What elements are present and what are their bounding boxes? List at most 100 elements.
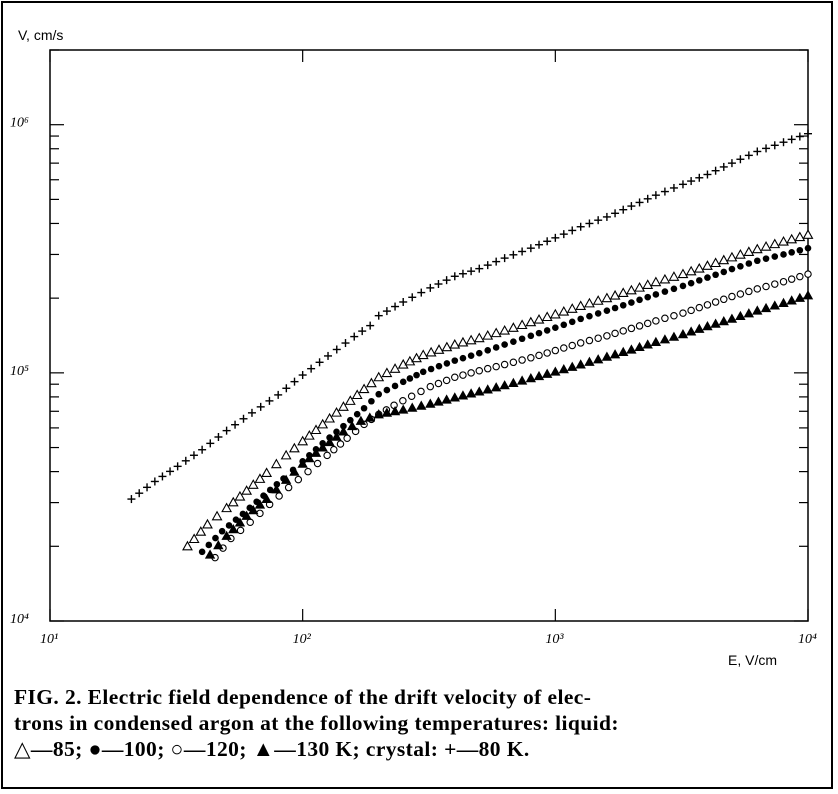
series-1-point xyxy=(525,316,537,327)
series-0-point xyxy=(779,138,788,147)
series-2-point xyxy=(780,251,787,258)
series-4-point xyxy=(592,354,604,364)
series-3-point xyxy=(568,341,576,350)
series-4-point xyxy=(271,484,282,494)
series-3-point xyxy=(736,290,745,298)
series-4-point xyxy=(694,323,705,333)
series-1-point xyxy=(617,287,629,298)
series-4-point xyxy=(355,415,367,425)
series-3-point xyxy=(728,292,736,301)
series-4-point xyxy=(668,331,680,341)
series-4-point xyxy=(710,318,721,328)
series-0-point xyxy=(711,166,720,175)
series-2-point xyxy=(467,352,475,359)
series-2-point xyxy=(273,480,281,488)
series-1-point xyxy=(702,260,713,270)
series-4-point xyxy=(241,510,252,520)
series-4-point xyxy=(310,447,322,457)
series-0-point xyxy=(408,293,417,302)
series-2-point xyxy=(695,277,703,284)
series-4-point xyxy=(642,339,653,349)
series-3-point xyxy=(635,322,644,330)
series-2-point xyxy=(737,262,744,270)
series-4-point xyxy=(735,310,746,321)
series-2-point xyxy=(212,534,219,542)
series-0-point xyxy=(166,467,175,476)
series-4-point xyxy=(324,436,335,447)
series-3-point xyxy=(585,336,594,345)
series-2-point xyxy=(198,548,206,556)
series-4-point xyxy=(677,328,689,339)
series-0-point xyxy=(382,307,391,316)
series-4-point xyxy=(525,373,537,383)
series-1-point xyxy=(331,407,342,417)
series-2-point xyxy=(218,527,226,535)
series-0-point xyxy=(231,420,240,429)
series-4-point xyxy=(381,407,393,417)
series-0-point xyxy=(660,187,669,196)
series-0-point xyxy=(239,414,248,423)
series-2-point xyxy=(603,307,611,315)
series-0-point xyxy=(526,244,535,253)
series-2-point xyxy=(586,312,593,320)
caption-line-3: △—85; ●—100; ○—120; ▲—130 K; crystal: +—… xyxy=(14,737,530,761)
series-4-point xyxy=(297,458,308,468)
series-4-point xyxy=(304,453,315,463)
series-4-point xyxy=(221,530,232,540)
series-1-point xyxy=(449,338,461,349)
series-0-point xyxy=(135,489,144,498)
series-1-point xyxy=(241,485,253,495)
series-1-point xyxy=(516,319,528,330)
series-4-point xyxy=(254,499,266,509)
series-4-point xyxy=(364,412,375,422)
series-3-point xyxy=(426,382,435,391)
series-1-point xyxy=(261,467,273,478)
series-3-point xyxy=(670,311,678,320)
series-3-point xyxy=(753,285,762,293)
series-2-point xyxy=(712,271,719,279)
series-3-point xyxy=(627,324,636,333)
series-2-point xyxy=(413,371,420,379)
series-3-point xyxy=(304,467,312,476)
series-0-point xyxy=(795,132,804,141)
series-0-point xyxy=(399,297,408,306)
series-3-point xyxy=(399,397,407,405)
series-1-point xyxy=(592,295,604,305)
series-1-point xyxy=(317,418,329,429)
series-3-point xyxy=(467,369,475,377)
series-1-point xyxy=(280,449,292,460)
series-4-point xyxy=(317,442,328,452)
series-3-point xyxy=(442,376,451,385)
series-0-point xyxy=(298,371,307,380)
series-1-point xyxy=(202,518,213,529)
series-1-point xyxy=(254,473,266,483)
series-3-point xyxy=(779,277,788,286)
series-2-point xyxy=(443,360,451,367)
series-1-point xyxy=(794,231,806,242)
series-4-point xyxy=(702,321,713,331)
series-4-point xyxy=(490,382,502,392)
series-1-point xyxy=(490,327,502,338)
series-3-point xyxy=(527,354,535,362)
series-3-point xyxy=(543,349,551,357)
series-1-point xyxy=(668,271,680,281)
series-0-point xyxy=(627,202,636,211)
series-3-point xyxy=(535,351,543,360)
series-0-point xyxy=(450,272,459,281)
series-1-point xyxy=(533,313,545,324)
series-3-point xyxy=(720,295,728,304)
series-0-point xyxy=(602,212,611,221)
series-4-point xyxy=(331,431,342,441)
x-axis-label: E, V/cm xyxy=(728,652,777,668)
series-1-point xyxy=(351,389,363,400)
series-3-point xyxy=(560,344,568,352)
series-0-point xyxy=(643,194,652,203)
series-3-point xyxy=(390,401,398,410)
series-0-point xyxy=(173,462,182,471)
series-1-point xyxy=(473,332,485,343)
series-1-point xyxy=(344,395,356,405)
series-0-point xyxy=(358,327,367,336)
figure-caption: FIG. 2. Electric field dependence of the… xyxy=(14,684,804,762)
series-0-point xyxy=(744,151,753,160)
series-1-point xyxy=(324,412,336,423)
